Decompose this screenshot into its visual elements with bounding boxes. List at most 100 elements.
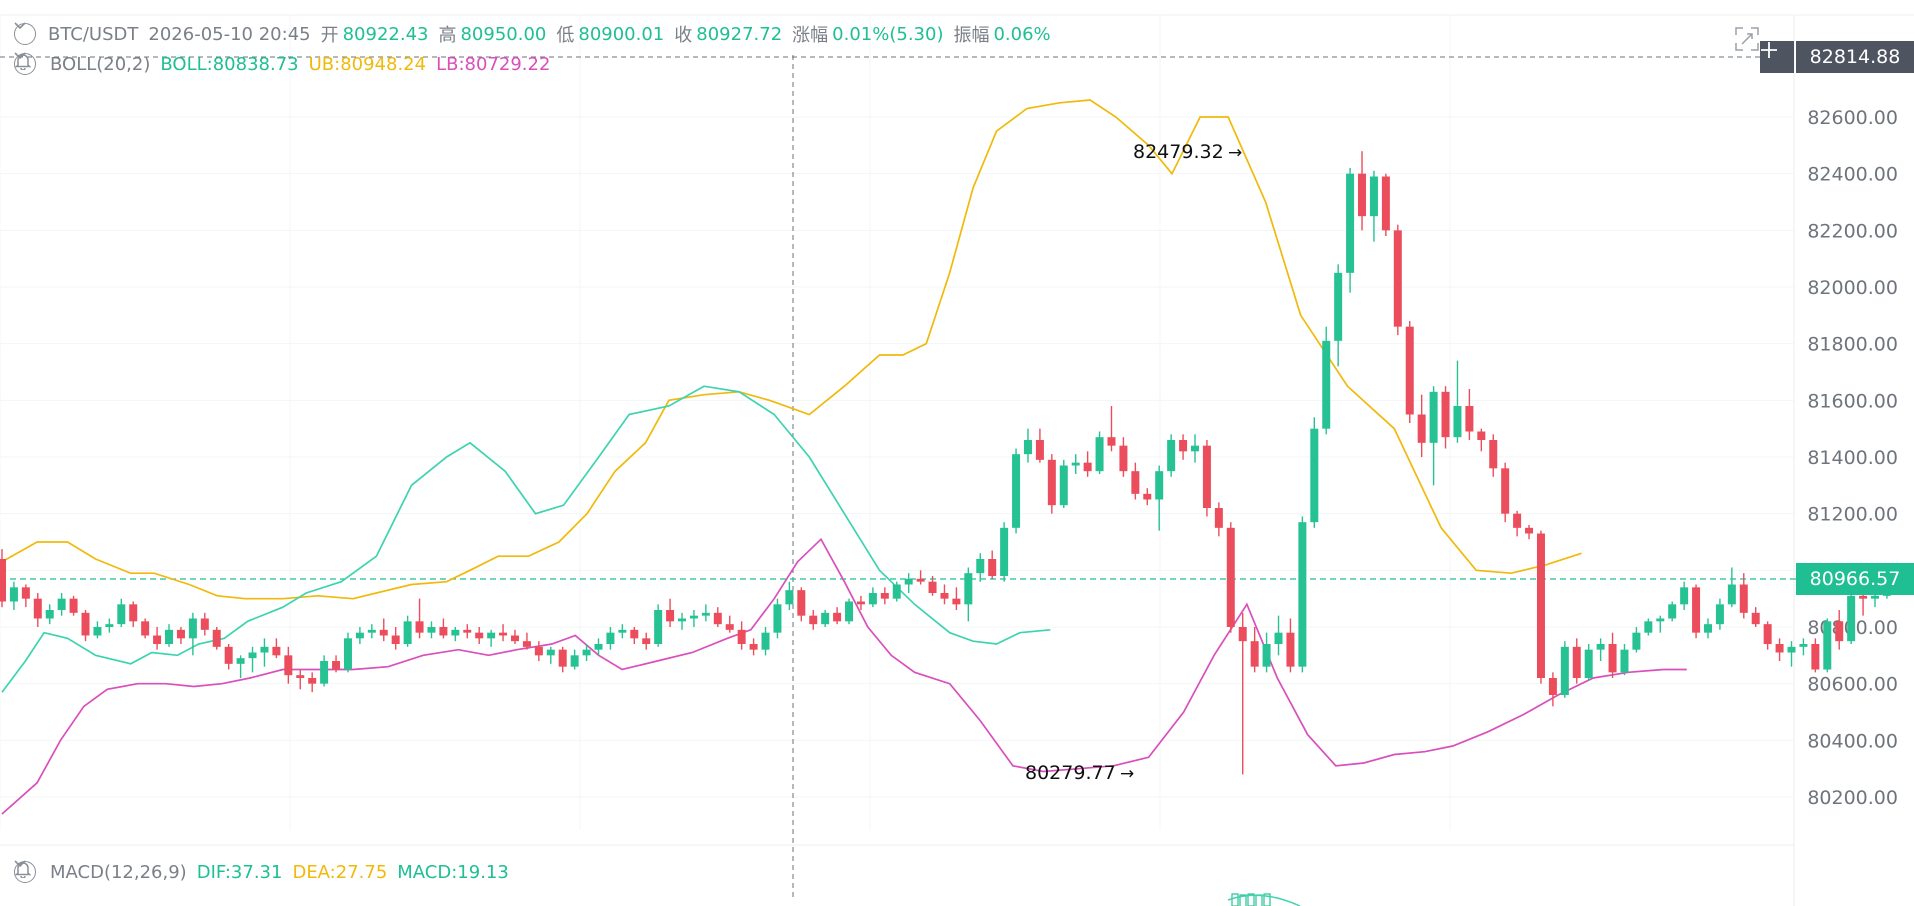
ohlc-info-bar: BTC/USDT 2026-05-10 20:45 开 80922.43 高 8…: [14, 22, 1061, 46]
candle-body: [916, 578, 925, 582]
candle-body: [308, 678, 317, 684]
candle-body: [1596, 644, 1605, 650]
candle-body: [1119, 445, 1128, 472]
y-tick-label: 82400.00: [1807, 164, 1898, 186]
candle-body: [81, 612, 90, 636]
candle-body: [1262, 644, 1271, 667]
candle-body: [224, 646, 233, 664]
candle-body: [1835, 621, 1844, 642]
candle-body: [1238, 627, 1247, 642]
candle-body: [332, 661, 341, 670]
candle-body: [904, 578, 913, 585]
candle-body: [570, 655, 579, 667]
candle-body: [1548, 678, 1557, 695]
candle-body: [666, 610, 675, 622]
candle-body: [1047, 459, 1056, 506]
candle-body: [0, 559, 6, 602]
y-tick-label: 81200.00: [1807, 504, 1898, 526]
candle-body: [57, 598, 66, 610]
y-tick-label: 80400.00: [1807, 730, 1898, 752]
candle-body: [1202, 445, 1211, 508]
candle-body: [1298, 522, 1307, 667]
boll-ub-line: [1, 99, 1582, 600]
candle-body: [725, 624, 734, 630]
fullscreen-icon[interactable]: [1734, 26, 1760, 52]
candle-body: [1799, 644, 1808, 647]
candle-body: [1059, 465, 1068, 506]
candle-body: [1536, 533, 1545, 678]
macd-label: MACD(12,26,9): [50, 861, 187, 883]
candle-body: [1751, 612, 1760, 625]
candle-body: [1035, 440, 1044, 460]
candle-body: [165, 629, 174, 644]
candle-body: [1501, 468, 1510, 514]
open-value: 80922.43: [342, 23, 429, 45]
candle-body: [928, 581, 937, 593]
candle-body: [427, 627, 436, 633]
candle-body: [1739, 584, 1748, 613]
low-value: 80900.01: [578, 23, 665, 45]
candle-body: [964, 573, 973, 605]
candle-body: [1692, 587, 1701, 633]
candle-body: [558, 649, 567, 667]
candle-body: [236, 658, 245, 664]
candle-body: [618, 629, 627, 633]
candle-body: [272, 646, 281, 656]
y-tick-label: 82600.00: [1807, 107, 1898, 129]
y-tick-label: 81800.00: [1807, 334, 1898, 356]
boll-ub-value: UB:80948.24: [308, 53, 427, 75]
candle-body: [1441, 391, 1450, 438]
candle-body: [1525, 527, 1534, 534]
candle-body: [1703, 624, 1712, 633]
high-annotation-arrow: →: [1228, 143, 1242, 163]
collapse-toggle-icon[interactable]: [14, 22, 36, 45]
candle-body: [892, 584, 901, 599]
candle-body: [343, 638, 352, 670]
last-price-tag: 80966.57: [1796, 563, 1914, 595]
high-value: 80950.00: [460, 23, 547, 45]
symbol-label: BTC/USDT: [48, 23, 139, 45]
candle-body: [105, 624, 114, 627]
candle-body: [833, 612, 842, 622]
candle-body: [1179, 440, 1188, 452]
candle-body: [534, 646, 543, 656]
candle-body: [713, 612, 722, 625]
candle-body: [594, 644, 603, 650]
candle-body: [988, 559, 997, 576]
candle-body: [582, 649, 591, 656]
candle-body: [21, 587, 30, 599]
candle-body: [1715, 604, 1724, 625]
candle-body: [737, 629, 746, 644]
candle-body: [701, 612, 710, 616]
boll-lb-line: [1, 537, 1687, 815]
candle-body: [33, 598, 42, 619]
candle-body: [1429, 391, 1438, 443]
candle-body: [1095, 437, 1104, 472]
candle-body: [821, 612, 830, 625]
candle-body: [1023, 440, 1032, 455]
candle-body: [1656, 618, 1665, 622]
candle-body: [1310, 428, 1319, 523]
y-tick-label: 80200.00: [1807, 787, 1898, 809]
candle-body: [403, 621, 412, 644]
candle-body: [1369, 176, 1378, 217]
candle-body: [451, 629, 460, 636]
add-alert-button[interactable]: [1760, 41, 1794, 73]
low-annotation-arrow: →: [1120, 764, 1134, 784]
candle-body: [367, 629, 376, 633]
datetime-label: 2026-05-10 20:45: [148, 23, 311, 45]
candle-body: [940, 593, 949, 599]
candle-body: [248, 652, 257, 659]
close-label: 收: [674, 25, 693, 46]
macd-dif-value: DIF:37.31: [196, 861, 283, 883]
candle-body: [1071, 462, 1080, 466]
candle-body: [1727, 584, 1736, 605]
candle-body: [1286, 632, 1295, 667]
candle-body: [475, 632, 484, 639]
candle-body: [463, 629, 472, 633]
candle-body: [499, 632, 508, 636]
candle-body: [1191, 445, 1199, 452]
candle-body: [1334, 272, 1343, 341]
